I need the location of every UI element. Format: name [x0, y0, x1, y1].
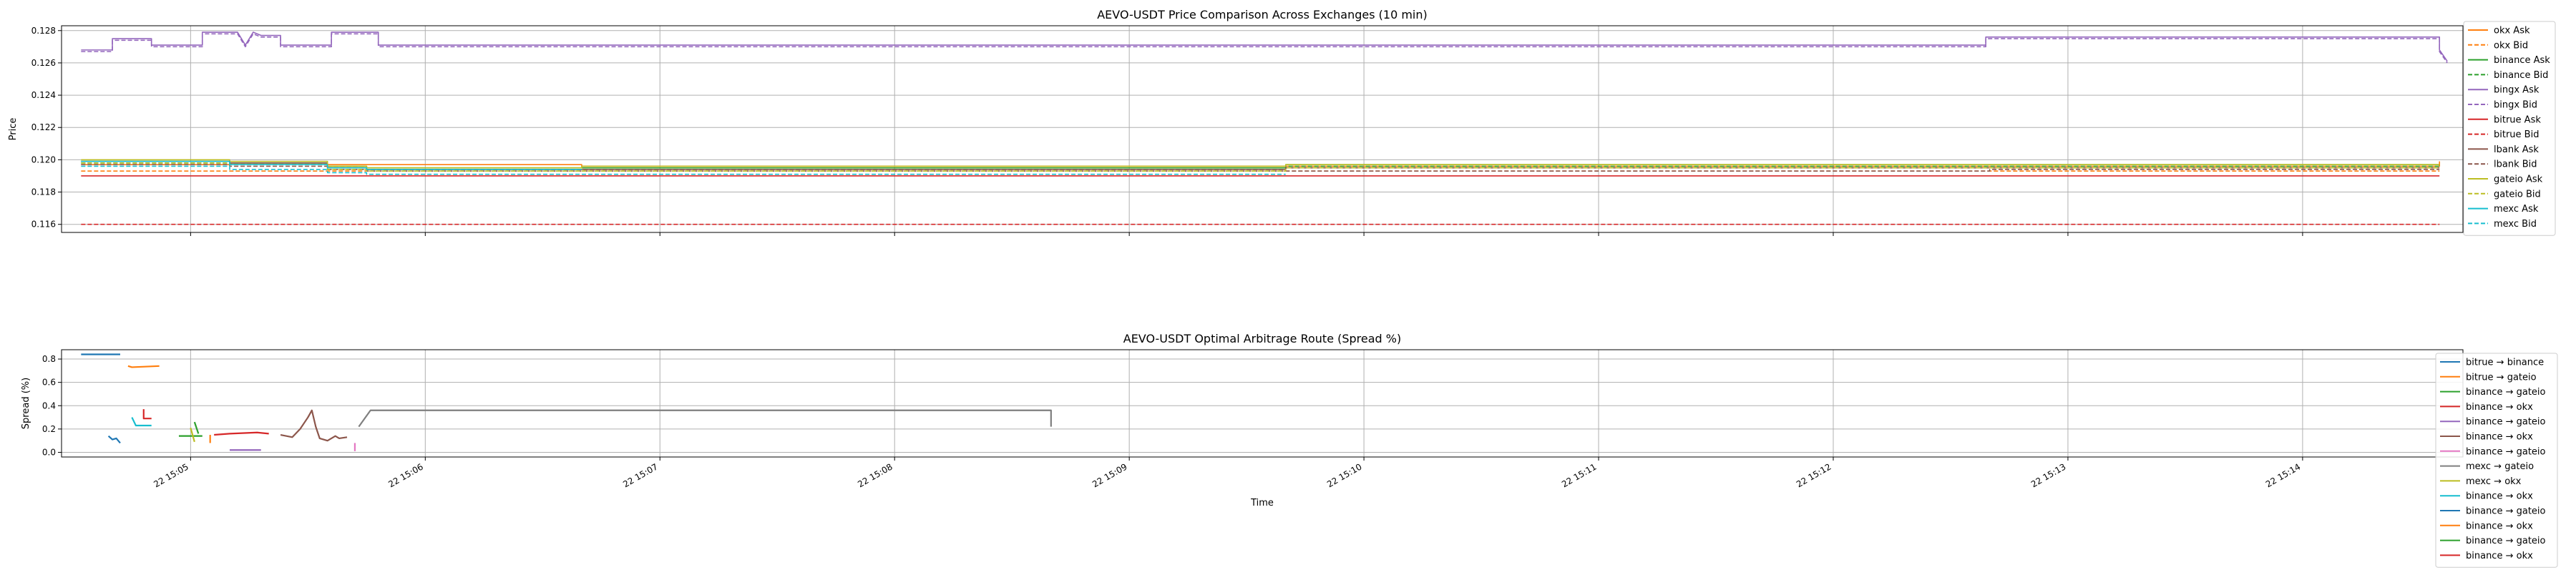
y-tick-label: 0.116: [31, 220, 56, 230]
legend-label: bitrue Ask: [2494, 114, 2541, 125]
legend-label: okx Bid: [2494, 40, 2528, 51]
series-line-3: [142, 409, 152, 420]
legend-label: binance → gateio: [2466, 417, 2546, 428]
series-line-7: [358, 409, 1052, 428]
legend-label: mexc → gateio: [2466, 461, 2534, 472]
legend-label: binance → okx: [2466, 402, 2533, 413]
series-line-13: [81, 165, 1286, 175]
legend: bitrue → binance bitrue → gateio binance →…: [2435, 353, 2558, 568]
y-axis-label: Spread (%): [21, 378, 31, 429]
series-layer: [81, 31, 2448, 225]
y-tick-label: 0.0: [42, 447, 56, 457]
y-tick-label: 0.120: [31, 154, 56, 164]
legend-label: lbank Bid: [2494, 159, 2537, 170]
legend-label: mexc → okx: [2466, 476, 2522, 487]
legend-label: binance → okx: [2466, 491, 2533, 502]
legend-label: binance → gateio: [2466, 387, 2546, 398]
legend-label: mexc Ask: [2494, 204, 2539, 215]
legend-label: binance → okx: [2466, 551, 2533, 561]
series-line-9: [131, 417, 152, 427]
legend-label: binance → gateio: [2466, 506, 2546, 517]
legend: okx Ask okx Bid binance Ask binance Bid bing…: [2463, 21, 2556, 236]
series-layer: [81, 353, 1052, 451]
legend-box: [2463, 21, 2556, 236]
series-line-12: [81, 160, 582, 170]
legend-label: okx Ask: [2494, 26, 2530, 36]
legend-label: gateio Bid: [2494, 189, 2541, 200]
price-comparison-panel: 0.116 0.118 0.120 0.122 0.124 0.126 0.128 AEVO-…: [8, 8, 2556, 236]
series-line-5: [280, 409, 348, 442]
legend-label: lbank Ask: [2494, 144, 2539, 155]
legend-label: bingx Ask: [2494, 85, 2540, 96]
y-tick-label: 0.2: [42, 424, 56, 434]
series-line-10: [107, 435, 121, 444]
y-tick-label: 0.4: [42, 400, 56, 411]
series-line-5: [81, 33, 2448, 64]
legend-label: binance → gateio: [2466, 446, 2546, 457]
legend-label: bitrue → gateio: [2466, 372, 2537, 383]
chart-title: AEVO-USDT Optimal Arbitrage Route (Sprea…: [1123, 332, 1401, 345]
legend-label: bitrue → binance: [2466, 358, 2544, 368]
y-axis-label: Price: [8, 118, 19, 141]
y-tick-label: 0.124: [31, 90, 56, 100]
y-tick-label: 0.128: [31, 26, 56, 36]
series-line-12: [193, 421, 200, 434]
y-tick-label: 0.8: [42, 354, 56, 364]
legend-label: gateio Ask: [2494, 175, 2543, 185]
legend-label: mexc Bid: [2494, 219, 2537, 230]
legend-label: binance → okx: [2466, 432, 2533, 443]
axes-frame: [61, 25, 2464, 233]
legend-label: bitrue Bid: [2494, 129, 2539, 140]
legend-box: [2435, 353, 2558, 568]
legend-label: binance → okx: [2466, 521, 2533, 531]
y-tick-label: 0.122: [31, 122, 56, 132]
series-line-13: [214, 431, 269, 436]
legend-label: binance → gateio: [2466, 536, 2546, 546]
y-tick-label: 0.6: [42, 378, 56, 388]
series-line-1: [127, 365, 160, 368]
legend-label: binance Bid: [2494, 70, 2548, 81]
chart-title: AEVO-USDT Price Comparison Across Exchan…: [1097, 8, 1428, 21]
series-line-8: [190, 427, 195, 443]
y-tick-label: 0.126: [31, 58, 56, 68]
legend-label: bingx Bid: [2494, 100, 2537, 111]
legend-label: binance Ask: [2494, 55, 2550, 66]
y-tick-label: 0.118: [31, 187, 56, 197]
x-axis-label: Time: [1250, 498, 1274, 508]
